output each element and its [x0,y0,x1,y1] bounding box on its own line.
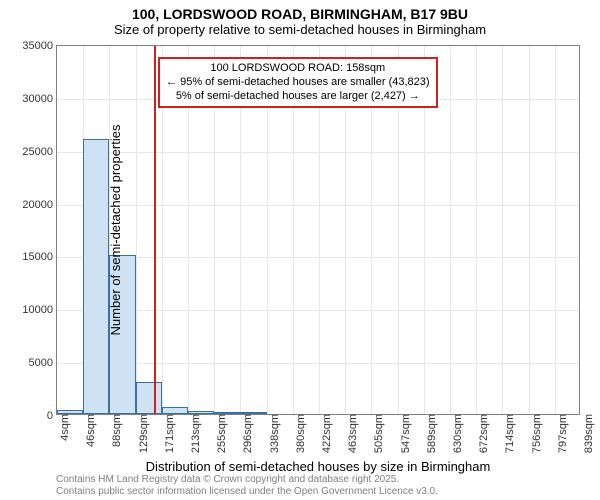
x-tick-label: 797sqm [555,414,569,453]
annotation-callout: 100 LORDSWOOD ROAD: 158sqm← 95% of semi-… [158,57,438,108]
histogram-bar [136,382,162,414]
x-tick-label: 714sqm [502,414,516,453]
y-tick-label: 0 [47,410,57,422]
x-tick-label: 296sqm [240,414,254,453]
gridline-vertical [502,46,503,414]
x-tick-label: 129sqm [136,414,150,453]
annotation-line2: ← 95% of semi-detached houses are smalle… [166,76,430,90]
chart-area: 050001000015000200002500030000350004sqm4… [56,45,580,415]
property-marker-line [154,46,156,414]
y-tick-label: 30000 [22,93,57,105]
x-tick-label: 547sqm [398,414,412,453]
footer-line1: Contains HM Land Registry data © Crown c… [56,474,438,486]
footer-line2: Contains public sector information licen… [56,486,438,498]
y-tick-label: 35000 [22,40,57,52]
y-tick-label: 15000 [22,251,57,263]
x-tick-label: 589sqm [424,414,438,453]
x-tick-label: 380sqm [293,414,307,453]
gridline-vertical [136,46,137,414]
y-axis-title: Number of semi-detached properties [108,125,123,336]
x-tick-label: 255sqm [214,414,228,453]
x-tick-label: 505sqm [371,414,385,453]
x-tick-label: 756sqm [529,414,543,453]
gridline-vertical [529,46,530,414]
gridline-vertical [555,46,556,414]
annotation-line3: 5% of semi-detached houses are larger (2… [166,90,430,104]
x-tick-label: 338sqm [267,414,281,453]
x-tick-label: 672sqm [476,414,490,453]
y-tick-label: 10000 [22,304,57,316]
histogram-bar [57,410,83,414]
footer-attribution: Contains HM Land Registry data © Crown c… [56,474,438,498]
x-tick-label: 171sqm [162,414,176,453]
x-tick-label: 422sqm [319,414,333,453]
x-tick-label: 463sqm [345,414,359,453]
histogram-bar [162,407,188,414]
annotation-line1: 100 LORDSWOOD ROAD: 158sqm [166,62,430,76]
histogram-bar [214,412,240,414]
y-tick-label: 20000 [22,199,57,211]
histogram-bar [83,139,109,414]
y-tick-label: 5000 [29,357,57,369]
chart-title-line1: 100, LORDSWOOD ROAD, BIRMINGHAM, B17 9BU [0,6,600,22]
gridline-vertical [450,46,451,414]
plot-area: 050001000015000200002500030000350004sqm4… [56,45,580,415]
y-tick-label: 25000 [22,146,57,158]
x-tick-label: 839sqm [581,414,595,453]
x-tick-label: 630sqm [450,414,464,453]
x-tick-label: 213sqm [188,414,202,453]
histogram-bar [188,411,214,414]
x-tick-label: 4sqm [57,414,71,441]
gridline-vertical [476,46,477,414]
histogram-bar [240,412,266,414]
chart-title-block: 100, LORDSWOOD ROAD, BIRMINGHAM, B17 9BU… [0,0,600,37]
chart-title-line2: Size of property relative to semi-detach… [0,22,600,37]
x-axis-title: Distribution of semi-detached houses by … [146,459,491,474]
x-tick-label: 46sqm [83,414,97,447]
x-tick-label: 88sqm [109,414,123,447]
